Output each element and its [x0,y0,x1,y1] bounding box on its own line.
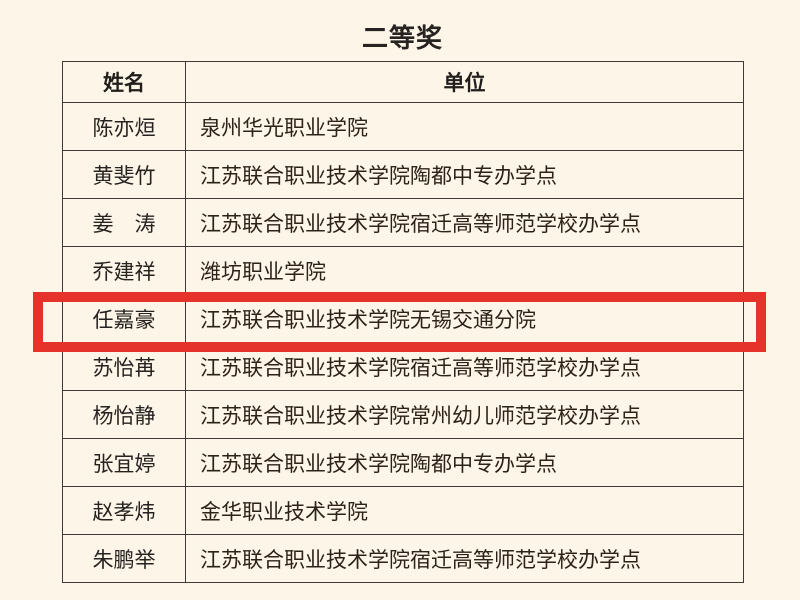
unit-cell: 江苏联合职业技术学院宿迁高等师范学校办学点 [185,342,744,391]
name-cell: 朱鹏举 [62,534,186,583]
name-cell: 张宜婷 [62,438,186,487]
table-row: 陈亦烜 泉州华光职业学院 [62,102,744,151]
table-row: 张宜婷 江苏联合职业技术学院陶都中专办学点 [62,438,744,487]
name-cell: 黄斐竹 [62,150,186,199]
name-cell: 赵孝炜 [62,486,186,535]
name-cell: 姜 涛 [62,198,186,247]
table-row-highlighted: 任嘉豪 江苏联合职业技术学院无锡交通分院 [62,294,744,343]
name-cell: 苏怡苒 [62,342,186,391]
name-cell: 陈亦烜 [62,102,186,151]
table-header-row: 姓名 单位 [62,61,744,103]
table-row: 杨怡静 江苏联合职业技术学院常州幼儿师范学校办学点 [62,390,744,439]
unit-cell: 江苏联合职业技术学院常州幼儿师范学校办学点 [185,390,744,439]
table-row: 苏怡苒 江苏联合职业技术学院宿迁高等师范学校办学点 [62,342,744,391]
table-row: 黄斐竹 江苏联合职业技术学院陶都中专办学点 [62,150,744,199]
unit-cell: 江苏联合职业技术学院陶都中专办学点 [185,150,744,199]
award-table: 姓名 单位 陈亦烜 泉州华光职业学院 黄斐竹 江苏联合职业技术学院陶都中专办学点… [62,61,744,583]
table-row: 乔建祥 潍坊职业学院 [62,246,744,295]
page-title: 二等奖 [361,24,443,54]
unit-cell: 江苏联合职业技术学院宿迁高等师范学校办学点 [185,198,744,247]
unit-cell: 泉州华光职业学院 [185,102,744,151]
table-row: 朱鹏举 江苏联合职业技术学院宿迁高等师范学校办学点 [62,534,744,583]
table-row: 姜 涛 江苏联合职业技术学院宿迁高等师范学校办学点 [62,198,744,247]
unit-cell: 江苏联合职业技术学院无锡交通分院 [185,294,744,343]
unit-cell: 江苏联合职业技术学院宿迁高等师范学校办学点 [185,534,744,583]
column-header-name: 姓名 [62,61,186,103]
name-cell: 乔建祥 [62,246,186,295]
unit-cell: 潍坊职业学院 [185,246,744,295]
table-row: 赵孝炜 金华职业技术学院 [62,486,744,535]
unit-cell: 金华职业技术学院 [185,486,744,535]
name-cell: 杨怡静 [62,390,186,439]
unit-cell: 江苏联合职业技术学院陶都中专办学点 [185,438,744,487]
name-cell: 任嘉豪 [62,294,186,343]
column-header-unit: 单位 [185,61,744,103]
